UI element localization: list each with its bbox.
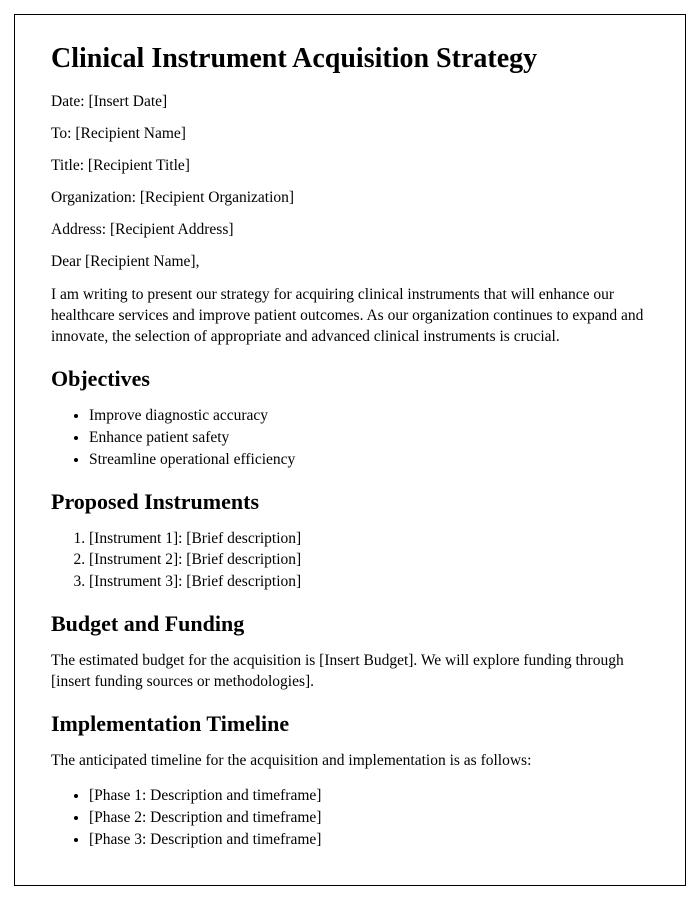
heading-timeline: Implementation Timeline — [51, 711, 649, 737]
list-item: Enhance patient safety — [89, 428, 649, 449]
list-item: [Instrument 3]: [Brief description] — [89, 572, 649, 593]
budget-paragraph: The estimated budget for the acquisition… — [51, 651, 649, 693]
list-item: [Phase 2: Description and timeframe] — [89, 808, 649, 829]
list-item: [Instrument 2]: [Brief description] — [89, 550, 649, 571]
field-to: To: [Recipient Name] — [51, 125, 649, 143]
field-organization: Organization: [Recipient Organization] — [51, 189, 649, 207]
list-item: Streamline operational efficiency — [89, 450, 649, 471]
document-title: Clinical Instrument Acquisition Strategy — [51, 43, 649, 75]
list-item: Improve diagnostic accuracy — [89, 406, 649, 427]
list-item: [Instrument 1]: [Brief description] — [89, 529, 649, 550]
field-address: Address: [Recipient Address] — [51, 221, 649, 239]
proposed-list: [Instrument 1]: [Brief description] [Ins… — [89, 529, 649, 594]
heading-budget: Budget and Funding — [51, 611, 649, 637]
field-date: Date: [Insert Date] — [51, 93, 649, 111]
timeline-paragraph: The anticipated timeline for the acquisi… — [51, 751, 649, 772]
intro-paragraph: I am writing to present our strategy for… — [51, 285, 649, 348]
salutation: Dear [Recipient Name], — [51, 253, 649, 271]
list-item: [Phase 1: Description and timeframe] — [89, 786, 649, 807]
document-page: Clinical Instrument Acquisition Strategy… — [14, 14, 686, 886]
heading-objectives: Objectives — [51, 366, 649, 392]
heading-proposed: Proposed Instruments — [51, 489, 649, 515]
field-title: Title: [Recipient Title] — [51, 157, 649, 175]
timeline-list: [Phase 1: Description and timeframe] [Ph… — [89, 786, 649, 851]
objectives-list: Improve diagnostic accuracy Enhance pati… — [89, 406, 649, 471]
list-item: [Phase 3: Description and timeframe] — [89, 830, 649, 851]
